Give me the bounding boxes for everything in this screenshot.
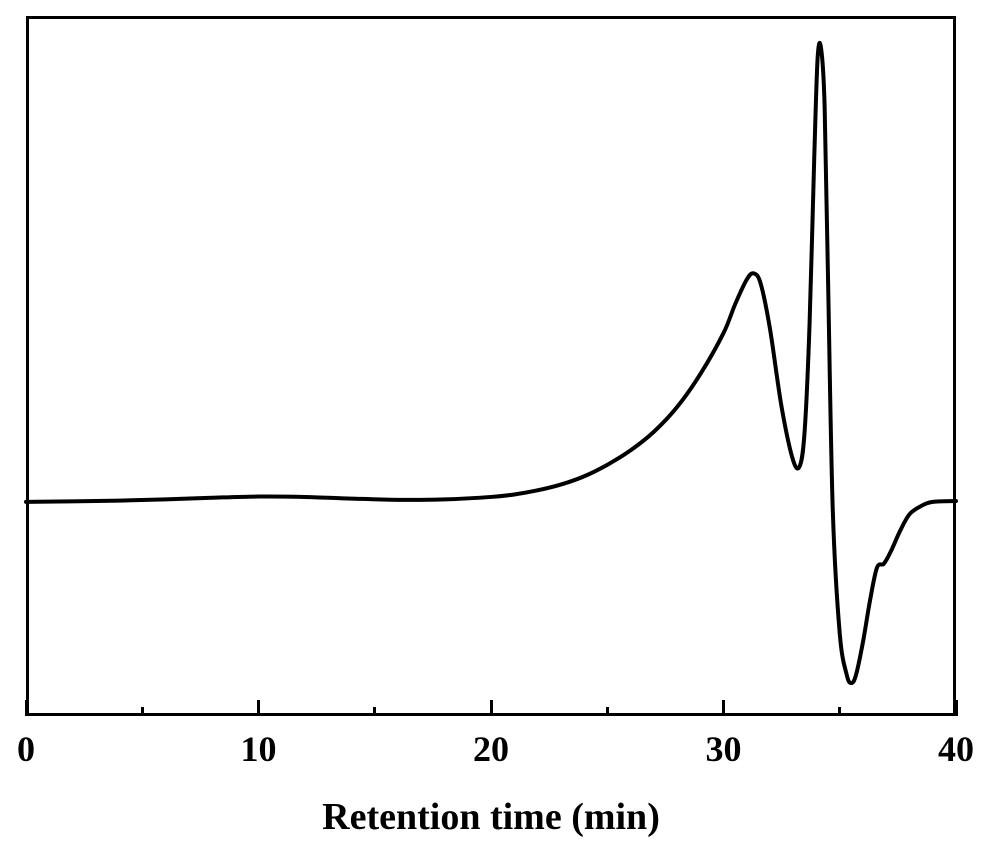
xtick-0-label: 0 (17, 728, 35, 770)
chromatogram-curve (0, 0, 982, 847)
xtick-10-label: 10 (241, 728, 277, 770)
chart-container: { "chart": { "type": "line", "background… (0, 0, 982, 847)
xtick-20-label: 20 (473, 728, 509, 770)
x-axis-label: Retention time (min) (322, 795, 660, 839)
xtick-40-label: 40 (938, 728, 974, 770)
xtick-30-label: 30 (706, 728, 742, 770)
